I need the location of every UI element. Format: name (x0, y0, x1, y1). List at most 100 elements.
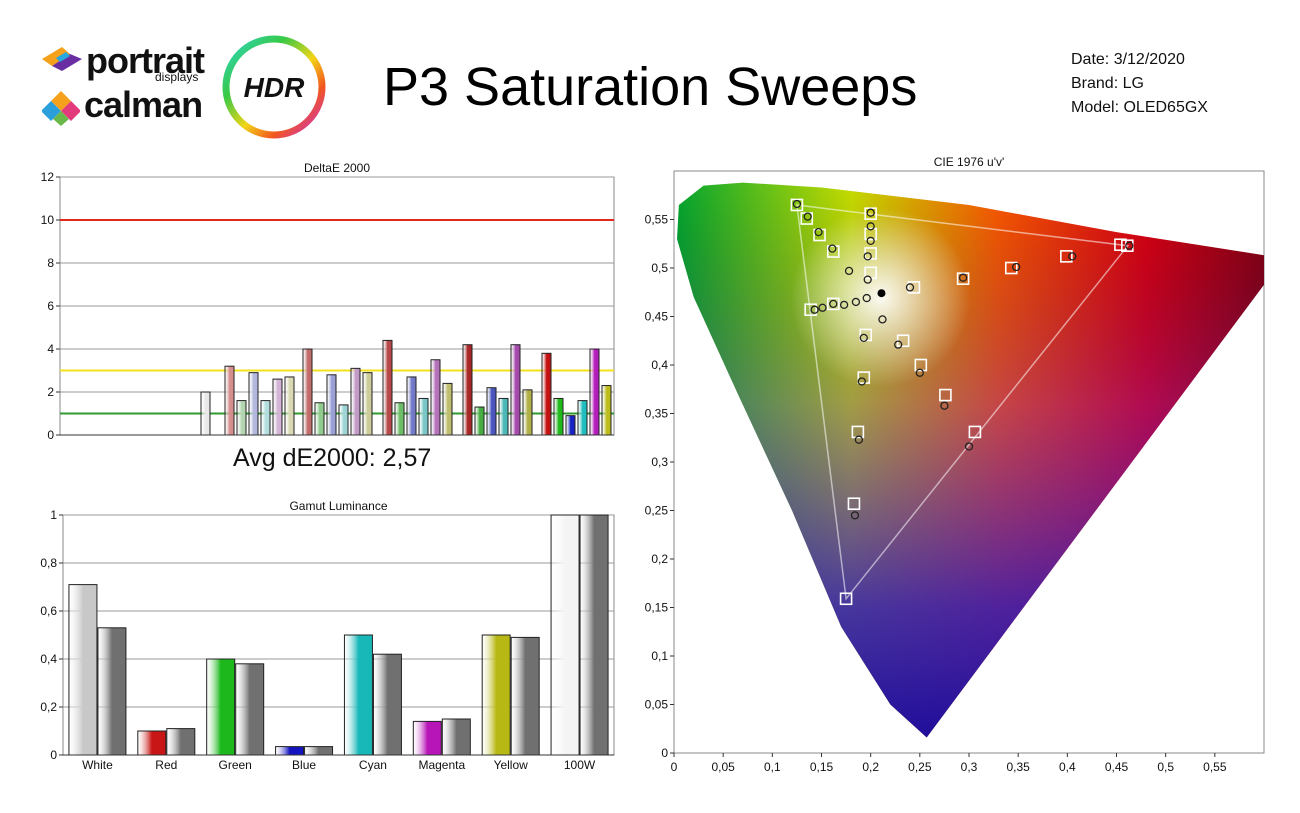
deltae-bar (486, 387, 497, 436)
deltae-bar (382, 339, 393, 436)
measured-point (940, 401, 949, 410)
deltae-bar (522, 389, 533, 436)
target-point (790, 198, 804, 212)
y-tick-label: 0,5 (651, 261, 668, 275)
x-tick-label: Cyan (359, 758, 387, 772)
y-tick-label: 0,25 (645, 504, 669, 518)
portrait-logo-text: portrait (86, 40, 205, 81)
y-tick-label: 0,4 (651, 358, 668, 372)
measured-point (866, 222, 875, 231)
deltae-bar (510, 344, 521, 436)
measured-luminance-bar (166, 728, 196, 756)
x-tick-label: 0,3 (961, 760, 978, 774)
measured-luminance-bar (372, 653, 402, 756)
measured-point (905, 283, 915, 292)
target-point (1060, 250, 1073, 263)
portrait-logo-mark (42, 47, 82, 71)
report-model: Model: OLED65GX (1071, 99, 1208, 116)
y-tick-label: 0,1 (651, 649, 668, 663)
measured-point (894, 340, 903, 349)
report-brand: Brand: LG (1071, 75, 1144, 92)
measured-point (857, 377, 866, 386)
deltae-bar (350, 367, 361, 436)
deltae-bar (200, 391, 211, 436)
deltae-bar (224, 365, 235, 436)
report-date: Date: 3/12/2020 (1071, 51, 1185, 68)
measured-point (818, 303, 827, 312)
page-title: P3 Saturation Sweeps (383, 57, 918, 117)
deltae-bar (589, 348, 600, 436)
measured-point (915, 368, 924, 377)
target-point (847, 497, 861, 511)
y-tick-label: 8 (47, 256, 54, 270)
displays-logo-text: displays (155, 70, 199, 84)
p3-gamut-triangle (796, 204, 1130, 601)
measured-point (828, 244, 837, 253)
measured-point (810, 305, 819, 314)
measured-point (829, 299, 838, 309)
target-luminance-bar (275, 746, 305, 756)
cie-chart: CIE 1976 u'v' 0 0,05 0,1 0,15 0,2 0,25 0,3 0,35 0… (645, 155, 1265, 774)
deltae-bar (418, 397, 429, 436)
measured-point (859, 333, 868, 342)
measured-point (1012, 262, 1021, 272)
x-tick-label: 0,2 (862, 760, 879, 774)
measured-point (863, 252, 872, 261)
x-tick-label: 0,1 (764, 760, 781, 774)
measured-luminance-bar (304, 746, 334, 756)
x-tick-label: Yellow (494, 758, 529, 772)
deltae-bar (601, 385, 612, 436)
deltae-bar (553, 397, 564, 436)
deltae-bar (474, 406, 485, 436)
deltae-bar (338, 404, 349, 436)
target-point (1004, 261, 1018, 275)
measured-luminance-bar (235, 663, 265, 756)
target-luminance-bar (68, 584, 98, 756)
measured-point (1125, 241, 1134, 250)
measured-point (839, 300, 849, 310)
y-tick-label: 10 (41, 213, 55, 227)
measured-luminance-bar (510, 636, 540, 756)
calman-logo-text: calman (84, 84, 203, 125)
x-tick-label: 0,15 (810, 760, 834, 774)
target-point (914, 358, 928, 372)
measured-point (851, 297, 861, 307)
white-glow (790, 207, 971, 388)
target-point (839, 592, 853, 606)
measured-point (844, 266, 854, 276)
deltae-bar (498, 397, 509, 436)
x-tick-label: Green (219, 758, 252, 772)
x-tick-label: White (82, 758, 113, 772)
y-tick-label: 0 (50, 748, 57, 762)
deltae-chart: DeltaE 2000 0 2 4 6 8 10 12 (41, 161, 615, 442)
deltae-bar (541, 352, 552, 436)
luminance-chart-title: Gamut Luminance (289, 499, 387, 513)
target-luminance-bar (550, 514, 580, 756)
deltae-bar (260, 400, 271, 436)
target-point (907, 281, 921, 294)
target-point (804, 303, 817, 317)
target-point (864, 227, 877, 241)
x-tick-label: 0,5 (1157, 760, 1174, 774)
report-info: Date: 3/12/2020 Brand: LG Model: OLED65G… (1071, 48, 1208, 120)
y-tick-label: 0,05 (645, 698, 669, 712)
y-tick-label: 0,45 (645, 310, 669, 324)
deltae-bar (272, 378, 283, 436)
y-tick-label: 0,15 (645, 601, 669, 615)
measured-point (792, 199, 802, 209)
measured-point (964, 442, 974, 451)
deltae-bar (577, 400, 588, 436)
target-luminance-bar (137, 730, 167, 756)
measured-luminance-bar (579, 514, 609, 756)
y-tick-label: 4 (47, 342, 54, 356)
white-point (877, 289, 886, 298)
average-deltae: Avg dE2000: 2,57 (233, 444, 432, 472)
measured-point (863, 275, 872, 284)
cie-chart-title: CIE 1976 u'v' (934, 155, 1005, 169)
target-point (956, 272, 970, 285)
target-luminance-bar (481, 634, 511, 756)
deltae-bar (394, 402, 405, 436)
target-point (968, 425, 982, 439)
x-tick-label: 0,45 (1105, 760, 1129, 774)
target-luminance-bar (412, 720, 442, 756)
